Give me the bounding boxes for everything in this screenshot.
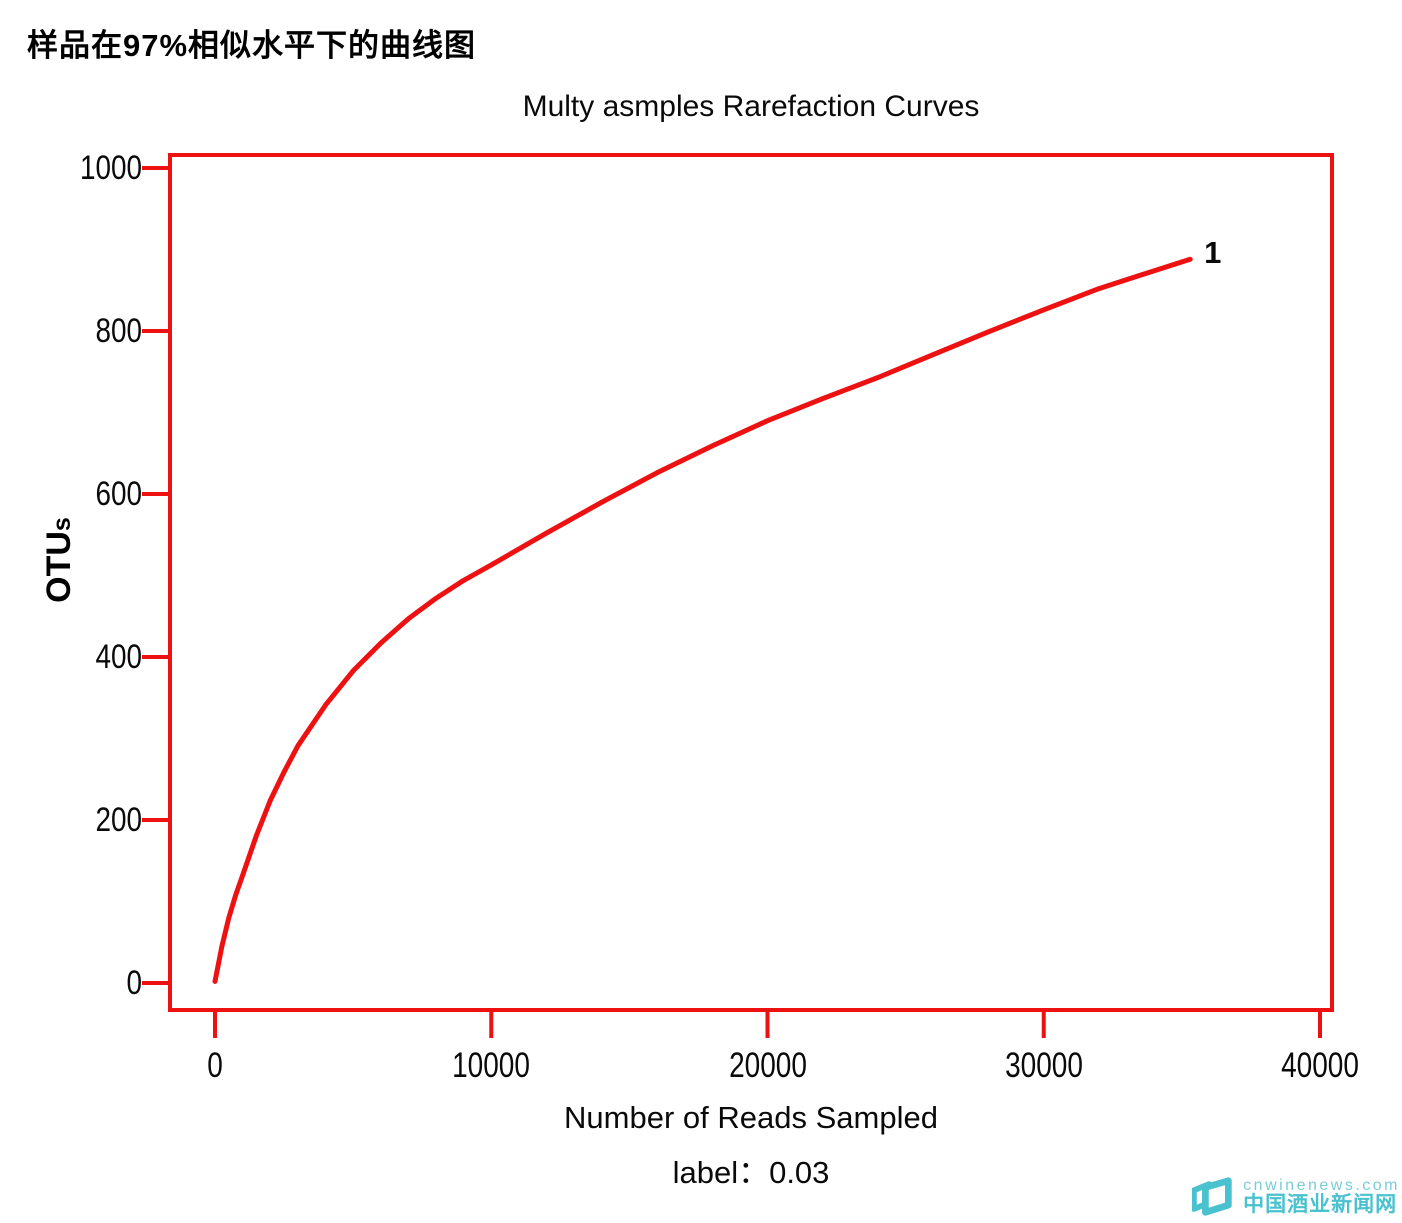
y-tick-label: 200	[95, 801, 142, 839]
watermark-url: cnwinenews.com	[1243, 1176, 1400, 1194]
x-tick-label: 20000	[728, 1046, 807, 1085]
y-tick-label: 400	[95, 638, 142, 676]
watermark-text: cnwinenews.com 中国酒业新闻网	[1243, 1176, 1400, 1217]
y-tick-label: 1000	[79, 149, 142, 187]
y-tick-label: 600	[95, 475, 142, 513]
x-tick-label: 40000	[1281, 1046, 1359, 1085]
x-axis-subtitle: label：0.03	[672, 1155, 830, 1190]
x-axis-tick-labels: 0 10000 20000 30000 40000	[0, 1046, 1402, 1090]
y-tick-label: 0	[126, 964, 142, 1002]
plot-frame	[168, 153, 1334, 1012]
y-tick-label: 800	[95, 312, 142, 350]
watermark-site-name: 中国酒业新闻网	[1243, 1193, 1398, 1217]
x-tick-label: 0	[207, 1046, 223, 1085]
x-tick-label: 10000	[452, 1046, 531, 1085]
axis-ticks	[142, 166, 1322, 1038]
y-axis-title-main: OTU	[40, 531, 78, 603]
x-tick-label: 30000	[1004, 1046, 1083, 1085]
logo-right-shape	[1202, 1177, 1232, 1216]
watermark: cnwinenews.com 中国酒业新闻网	[1192, 1177, 1400, 1217]
page-title: 样品在97%相似水平下的曲线图	[27, 28, 477, 63]
rarefaction-curve-series-1	[212, 256, 1193, 984]
x-axis-title: Number of Reads Sampled	[564, 1100, 938, 1135]
series-1-end-label: 1	[1204, 235, 1222, 271]
y-axis-title: OTUs	[40, 480, 80, 640]
y-axis-tick-labels: 0 200 400 600 800 1000	[0, 0, 142, 1223]
chart-title: Multy asmples Rarefaction Curves	[522, 90, 980, 123]
cnwinenews-logo-icon	[1192, 1177, 1232, 1216]
y-axis-title-suffix: s	[48, 517, 76, 532]
